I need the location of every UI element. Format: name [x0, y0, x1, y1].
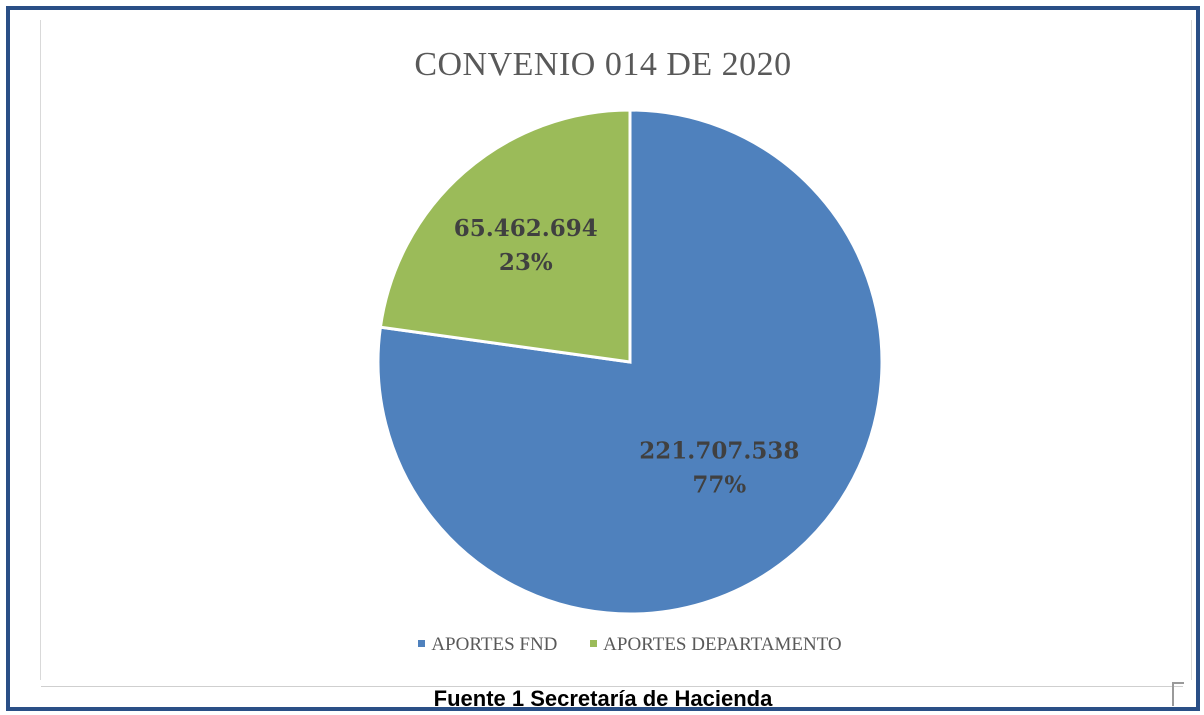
legend-label-departamento: APORTES DEPARTAMENTO [603, 634, 842, 655]
legend-label-fnd: APORTES FND [431, 634, 558, 655]
chart-title: CONVENIO 014 DE 2020 [414, 46, 792, 83]
chart-divider [41, 686, 1183, 687]
legend-swatch-departamento [590, 640, 598, 648]
figure-frame: CONVENIO 014 DE 2020 221.707.538 77% 65.46… [6, 6, 1200, 711]
corner-mark [1172, 682, 1184, 706]
data-label-percent-fnd: 77% [692, 472, 746, 499]
legend-item-fnd: APORTES FND [418, 634, 557, 656]
data-label-value-departamento: 65.462.694 [454, 215, 598, 242]
pie-chart: 221.707.538 77% 65.462.694 23% [376, 108, 884, 616]
data-label-percent-departamento: 23% [499, 249, 553, 276]
legend-swatch-fnd [418, 640, 426, 648]
pie-slice-departamento [378, 108, 632, 364]
data-label-value-fnd: 221.707.538 [639, 438, 799, 465]
figure-caption: Fuente 1 Secretaría de Hacienda [433, 686, 773, 711]
chart-legend: APORTES FND APORTES DEPARTAMENTO [10, 634, 1204, 656]
legend-item-departamento: APORTES DEPARTAMENTO [590, 634, 842, 656]
